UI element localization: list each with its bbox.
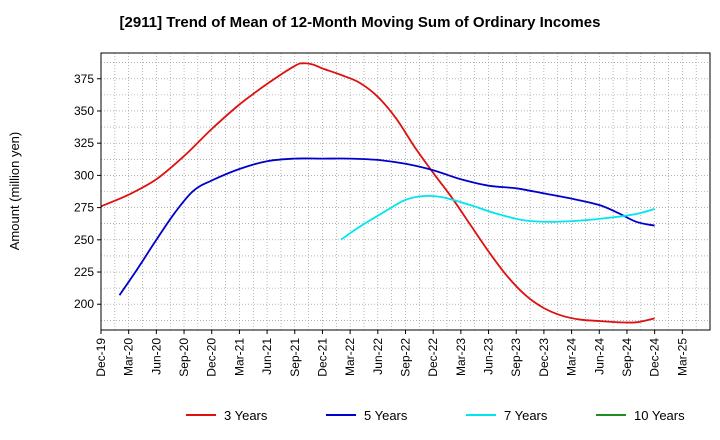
x-tick-label: Mar-23 xyxy=(454,338,468,376)
x-tick-label: Dec-24 xyxy=(648,338,662,377)
y-tick-label: 325 xyxy=(74,136,94,150)
x-tick-label: Jun-21 xyxy=(260,338,274,375)
x-tick-label: Dec-19 xyxy=(94,338,108,377)
y-tick-label: 200 xyxy=(74,297,94,311)
x-tick-label: Mar-21 xyxy=(232,338,246,376)
x-tick-label: Dec-22 xyxy=(426,338,440,377)
y-tick-label: 250 xyxy=(74,233,94,247)
x-tick-label: Sep-20 xyxy=(177,338,191,377)
x-tick-label: Mar-25 xyxy=(675,338,689,376)
x-tick-label: Sep-23 xyxy=(509,338,523,377)
x-tick-label: Dec-21 xyxy=(315,338,329,377)
y-axis-ticks: 200 225 250 275 300 325 350 375 xyxy=(74,72,101,311)
x-tick-label: Dec-23 xyxy=(537,338,551,377)
legend: 3 Years 5 Years 7 Years 10 Years xyxy=(186,408,685,423)
x-tick-label: Jun-23 xyxy=(482,338,496,375)
legend-label-7-years: 7 Years xyxy=(504,408,548,423)
x-tick-label: Jun-22 xyxy=(371,338,385,375)
legend-label-3-years: 3 Years xyxy=(224,408,268,423)
series-line-5-years xyxy=(118,157,655,296)
y-tick-label: 300 xyxy=(74,168,94,182)
y-tick-label: 350 xyxy=(74,104,94,118)
x-tick-label: Mar-20 xyxy=(122,338,136,376)
series-lines xyxy=(100,62,655,324)
y-tick-label: 275 xyxy=(74,201,94,215)
y-tick-label: 375 xyxy=(74,72,94,86)
legend-label-10-years: 10 Years xyxy=(634,408,685,423)
x-tick-label: Jun-20 xyxy=(149,338,163,375)
x-tick-label: Sep-22 xyxy=(399,338,413,377)
legend-label-5-years: 5 Years xyxy=(364,408,408,423)
series-line-3-years xyxy=(100,62,655,324)
chart-title: [2911] Trend of Mean of 12-Month Moving … xyxy=(119,14,601,31)
x-tick-label: Sep-21 xyxy=(288,338,302,377)
x-tick-label: Dec-20 xyxy=(205,338,219,377)
y-axis-label: Amount (million yen) xyxy=(7,132,22,251)
x-tick-label: Mar-22 xyxy=(343,338,357,376)
x-tick-label: Mar-24 xyxy=(565,338,579,376)
x-tick-label: Sep-24 xyxy=(620,338,634,377)
series-line-7-years xyxy=(340,194,655,241)
x-tick-label: Jun-24 xyxy=(592,338,606,375)
x-axis-ticks: Dec-19 Mar-20 Jun-20 Sep-20 Dec-20 Mar-21 Jun-… xyxy=(94,330,689,377)
y-tick-label: 225 xyxy=(74,265,94,279)
